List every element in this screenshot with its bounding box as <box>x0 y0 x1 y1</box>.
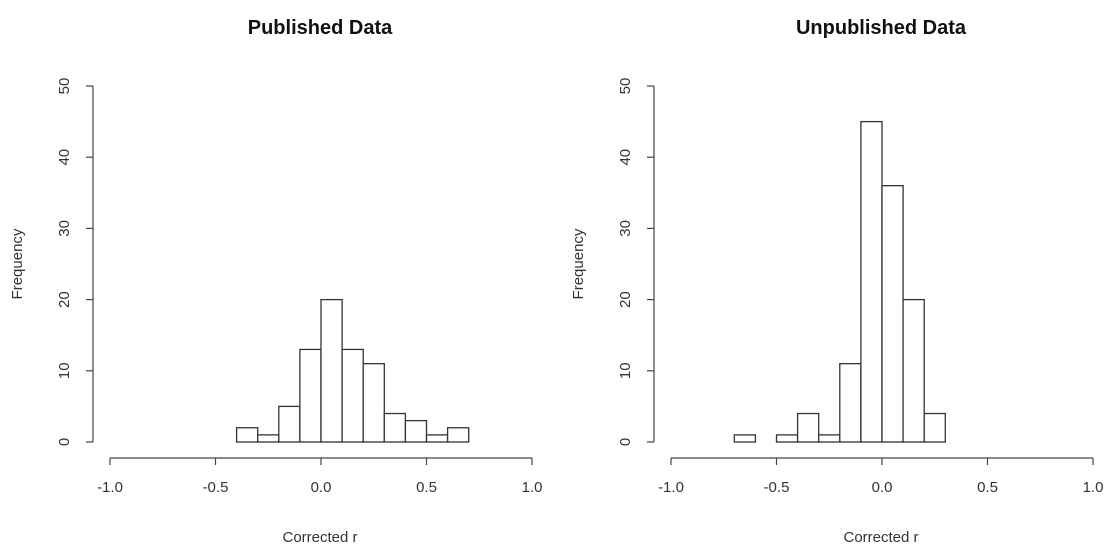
histogram-bar <box>362 363 385 443</box>
histogram-bars <box>235 298 470 443</box>
x-tick-label: -0.5 <box>764 479 790 496</box>
y-axis: 0 10 20 30 40 50 <box>56 78 94 446</box>
chart-title: Published Data <box>248 17 393 39</box>
histogram-bars <box>733 120 946 443</box>
histogram-bar <box>383 412 407 443</box>
histogram-bar <box>923 412 946 443</box>
y-axis-label: Frequency <box>9 228 26 299</box>
histogram-bar <box>320 298 343 443</box>
y-tick-label: 40 <box>617 149 634 166</box>
y-axis: 0 10 20 30 40 50 <box>617 78 655 446</box>
chart-title: Unpublished Data <box>796 17 967 39</box>
x-axis-label: Corrected r <box>843 529 918 546</box>
x-tick-label: 0.0 <box>311 479 332 496</box>
histogram-published: Published Data Frequency Corrected r 0 10… <box>9 17 543 546</box>
y-axis-label: Frequency <box>570 228 587 299</box>
histogram-bar <box>257 434 280 443</box>
x-tick-label: -1.0 <box>658 479 684 496</box>
x-axis: -1.0 -0.5 0.0 0.5 1.0 <box>658 457 1104 496</box>
y-tick-label: 20 <box>56 291 73 308</box>
y-tick-label: 50 <box>617 78 634 95</box>
histogram-bar <box>839 363 862 443</box>
x-tick-label: 1.0 <box>522 479 543 496</box>
histogram-bar <box>446 427 470 443</box>
y-tick-label: 0 <box>617 438 634 446</box>
y-tick-label: 0 <box>56 438 73 446</box>
histogram-bar <box>860 120 883 443</box>
x-axis: -1.0 -0.5 0.0 0.5 1.0 <box>97 457 543 496</box>
y-tick-label: 20 <box>617 291 634 308</box>
histogram-bar <box>404 419 428 443</box>
y-tick-label: 10 <box>56 362 73 379</box>
histogram-bar <box>278 405 301 443</box>
x-tick-label: 0.5 <box>977 479 998 496</box>
x-tick-label: 0.5 <box>416 479 437 496</box>
x-axis-label: Corrected r <box>282 529 357 546</box>
histogram-bar <box>796 412 820 443</box>
x-tick-label: -0.5 <box>203 479 229 496</box>
x-tick-label: 0.0 <box>872 479 893 496</box>
histogram-bar <box>341 348 364 443</box>
y-tick-label: 30 <box>56 220 73 237</box>
histogram-bar <box>902 298 925 443</box>
histogram-bar <box>733 434 757 443</box>
y-tick-label: 30 <box>617 220 634 237</box>
histogram-bar <box>818 434 841 443</box>
histogram-bar <box>235 427 259 443</box>
x-tick-label: -1.0 <box>97 479 123 496</box>
histogram-bar <box>881 185 904 443</box>
histogram-bar <box>775 434 799 443</box>
histogram-bar <box>299 348 322 443</box>
x-tick-label: 1.0 <box>1083 479 1104 496</box>
y-tick-label: 50 <box>56 78 73 95</box>
y-tick-label: 40 <box>56 149 73 166</box>
y-tick-label: 10 <box>617 362 634 379</box>
histogram-unpublished: Unpublished Data Frequency Corrected r 0… <box>570 17 1104 546</box>
histogram-bar <box>425 434 449 443</box>
